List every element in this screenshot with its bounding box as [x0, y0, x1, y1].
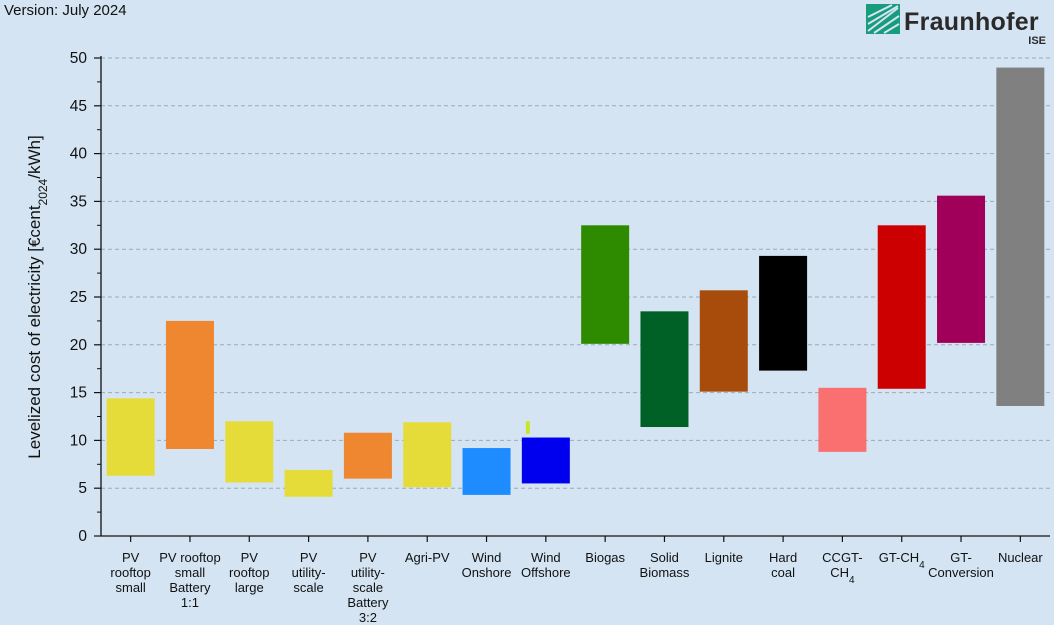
x-category-label: PV: [122, 550, 140, 565]
cost-range-bar: [343, 432, 392, 479]
x-category-label: utility-: [292, 565, 326, 580]
x-category-label: Nuclear: [998, 550, 1043, 565]
fraunhofer-logo-icon: [866, 4, 900, 34]
y-tick-label: 25: [70, 289, 87, 306]
x-category-label: Wind: [472, 550, 502, 565]
y-tick-label: 45: [70, 98, 87, 115]
y-tick-label: 40: [70, 146, 88, 163]
x-category-label: rooftop: [110, 565, 150, 580]
y-tick-label: 10: [70, 432, 88, 449]
cost-range-bar: [521, 437, 570, 484]
x-category-label: Biomass: [640, 565, 690, 580]
logo-subtext: ISE: [1028, 35, 1046, 47]
y-tick-label: 0: [78, 528, 87, 545]
x-category-label: PV rooftop: [159, 550, 220, 565]
cost-range-bar: [581, 225, 630, 344]
cost-range-bar: [165, 320, 214, 450]
x-category-label: Battery: [169, 580, 211, 595]
x-category-label: Solid: [650, 550, 679, 565]
x-category-label: small: [175, 565, 205, 580]
x-category-label: Battery: [347, 595, 389, 610]
x-category-label: Lignite: [705, 550, 743, 565]
x-category-label: scale: [353, 580, 383, 595]
y-tick-label: 50: [70, 50, 88, 67]
x-category-label: small: [115, 580, 145, 595]
cost-range-bar: [937, 195, 986, 343]
x-category-label: CH4: [830, 565, 855, 586]
x-category-label: Onshore: [462, 565, 512, 580]
y-tick-label: 5: [78, 480, 87, 497]
x-category-label: utility-: [351, 565, 385, 580]
x-category-label: GT-CH4: [879, 550, 925, 571]
cost-range-bar: [699, 290, 748, 392]
x-category-label: 3:2: [359, 610, 377, 625]
cost-range-bar-extra: [525, 421, 530, 434]
version-label: Version: July 2024: [4, 2, 127, 19]
x-category-label: GT-: [950, 550, 972, 565]
x-category-label: coal: [771, 565, 795, 580]
cost-range-bar: [284, 470, 333, 497]
cost-range-bar: [106, 398, 155, 476]
fraunhofer-logo: Fraunhofer ISE: [866, 4, 1052, 50]
x-category-label: scale: [293, 580, 323, 595]
cost-range-bar: [403, 422, 452, 488]
x-category-label: rooftop: [229, 565, 269, 580]
x-category-label: Offshore: [521, 565, 571, 580]
x-category-label: PV: [359, 550, 377, 565]
y-tick-label: 20: [70, 337, 88, 354]
cost-range-bar: [818, 387, 867, 452]
x-category-label: PV: [241, 550, 259, 565]
x-category-label: Conversion: [928, 565, 994, 580]
y-axis-label: Levelized cost of electricity [€cent2024…: [25, 135, 50, 458]
cost-range-bar: [225, 421, 274, 483]
cost-range-bar: [462, 448, 511, 495]
cost-range-bar: [996, 67, 1045, 406]
x-category-label: Agri-PV: [405, 550, 450, 565]
cost-range-bar: [640, 311, 689, 428]
x-category-label: CCGT-: [822, 550, 862, 565]
logo-text: Fraunhofer: [904, 8, 1039, 36]
cost-range-bar: [759, 255, 808, 371]
x-category-label: large: [235, 580, 264, 595]
y-tick-label: 15: [70, 385, 87, 402]
x-category-label: Wind: [531, 550, 561, 565]
x-category-label: Hard: [769, 550, 797, 565]
x-category-label: Biogas: [585, 550, 625, 565]
cost-range-bar: [877, 225, 926, 389]
x-category-label: 1:1: [181, 595, 199, 610]
x-category-label: PV: [300, 550, 318, 565]
y-tick-label: 30: [70, 241, 88, 258]
y-tick-label: 35: [70, 193, 87, 210]
